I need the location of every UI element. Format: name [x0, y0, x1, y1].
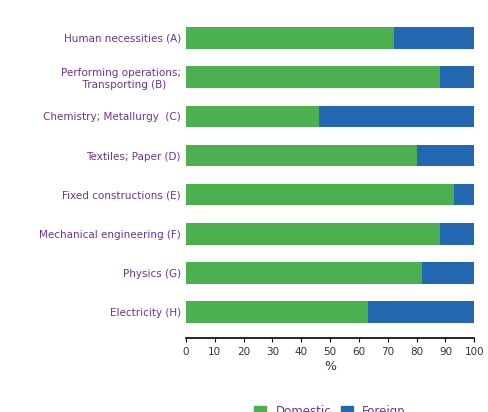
Bar: [422, 262, 473, 284]
Bar: [185, 184, 453, 206]
Bar: [185, 223, 439, 245]
Bar: [439, 66, 473, 88]
X-axis label: %: %: [324, 360, 335, 372]
Bar: [393, 27, 473, 49]
Bar: [185, 27, 393, 49]
Bar: [185, 262, 422, 284]
Bar: [185, 66, 439, 88]
Bar: [185, 105, 318, 127]
Bar: [439, 223, 473, 245]
Bar: [416, 145, 473, 166]
Legend: Domestic, Foreign: Domestic, Foreign: [249, 400, 409, 412]
Bar: [453, 184, 473, 206]
Bar: [185, 302, 367, 323]
Bar: [318, 105, 473, 127]
Bar: [367, 302, 473, 323]
Bar: [185, 145, 416, 166]
